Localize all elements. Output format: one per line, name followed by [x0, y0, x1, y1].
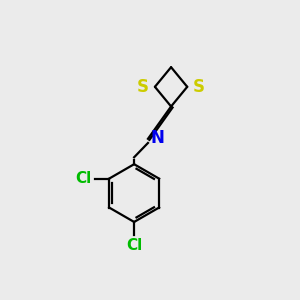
Text: S: S [137, 78, 149, 96]
Text: Cl: Cl [126, 238, 142, 253]
Text: S: S [193, 78, 205, 96]
Text: Cl: Cl [76, 171, 92, 186]
Text: N: N [151, 129, 165, 147]
